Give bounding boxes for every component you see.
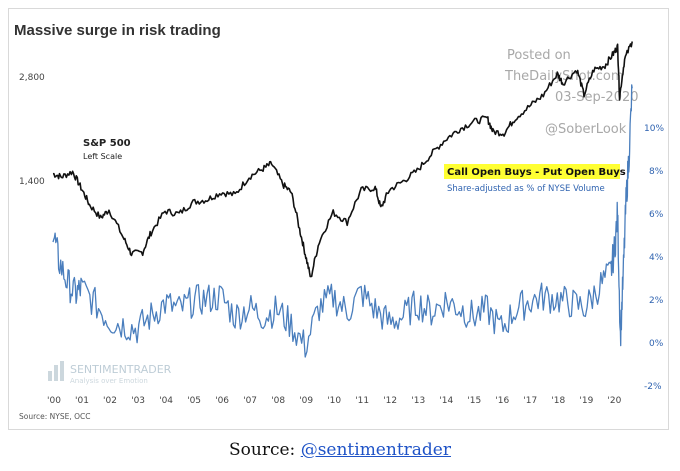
x-tick-label: '03 (131, 396, 145, 406)
chart-title: Massive surge in risk trading (14, 22, 221, 39)
left-tick-2800: 2,800 (19, 73, 45, 83)
x-tick-label: '19 (579, 396, 593, 406)
plot-lines (52, 41, 633, 358)
right-tick-4: 4% (649, 253, 664, 263)
x-tick-label: '16 (495, 396, 509, 406)
sp500-label: S&P 500 (83, 138, 131, 149)
sp500-line (52, 41, 633, 278)
x-tick-label: '01 (75, 396, 89, 406)
source-note: Source: NYSE, OCC (19, 412, 91, 421)
watermark-handle: @SoberLook (545, 122, 627, 137)
sentimentrader-link[interactable]: @sentimentrader (300, 440, 451, 460)
watermark-site: TheDailyShot.com (504, 69, 624, 84)
right-tick-2: 2% (649, 296, 664, 306)
source-caption: Source: @sentimentrader (0, 440, 680, 460)
left-tick-1400: 1,400 (19, 177, 45, 187)
x-tick-label: '17 (523, 396, 537, 406)
x-tick-label: '07 (243, 396, 257, 406)
watermark: Posted on TheDailyShot.com 03-Sep-2020 @… (504, 48, 639, 137)
right-tick-neg2: -2% (644, 382, 662, 392)
watermark-date: 03-Sep-2020 (555, 90, 639, 105)
right-tick-8: 8% (649, 167, 664, 177)
x-tick-label: '13 (411, 396, 425, 406)
x-tick-label: '06 (215, 396, 229, 406)
x-tick-label: '02 (103, 396, 117, 406)
sp500-sublabel: Left Scale (83, 152, 122, 161)
x-tick-label: '12 (383, 396, 397, 406)
logo-tagline: Analysis over Emotion (70, 377, 148, 385)
x-tick-label: '11 (355, 396, 369, 406)
chart-canvas: Massive surge in risk trading Posted on … (14, 22, 664, 421)
right-tick-6: 6% (649, 210, 664, 220)
x-tick-label: '15 (467, 396, 481, 406)
logo-bar-1 (48, 371, 52, 381)
x-tick-label: '05 (187, 396, 201, 406)
x-tick-label: '14 (439, 396, 453, 406)
spread-label: Call Open Buys - Put Open Buys (447, 167, 626, 178)
logo-name: SENTIMENTRADER (70, 363, 172, 376)
watermark-posted: Posted on (507, 48, 571, 63)
spread-sublabel: Share-adjusted as % of NYSE Volume (447, 184, 605, 194)
chart-frame: Massive surge in risk trading Posted on … (8, 8, 669, 430)
right-tick-0: 0% (649, 339, 664, 349)
x-tick-label: '04 (159, 396, 173, 406)
logo-bar-2 (54, 365, 58, 381)
x-tick-label: '00 (47, 396, 61, 406)
x-tick-label: '08 (271, 396, 285, 406)
call-put-spread-line (52, 84, 633, 358)
x-tick-label: '18 (551, 396, 565, 406)
sentimentrader-logo: SENTIMENTRADER Analysis over Emotion (48, 361, 172, 385)
caption-prefix: Source: (229, 440, 301, 460)
right-tick-10: 10% (644, 124, 664, 134)
x-tick-label: '09 (299, 396, 313, 406)
x-tick-label: '20 (607, 396, 621, 406)
logo-bar-3 (60, 361, 64, 381)
right-axis: 10% 8% 6% 4% 2% 0% -2% (644, 124, 664, 392)
spread-label-highlight (444, 164, 620, 179)
x-axis: '00 '01 '02 '03 '04 '05 '06 '07 '08 '09 '10 '11 '12 '… (47, 396, 622, 406)
x-tick-label: '10 (327, 396, 341, 406)
